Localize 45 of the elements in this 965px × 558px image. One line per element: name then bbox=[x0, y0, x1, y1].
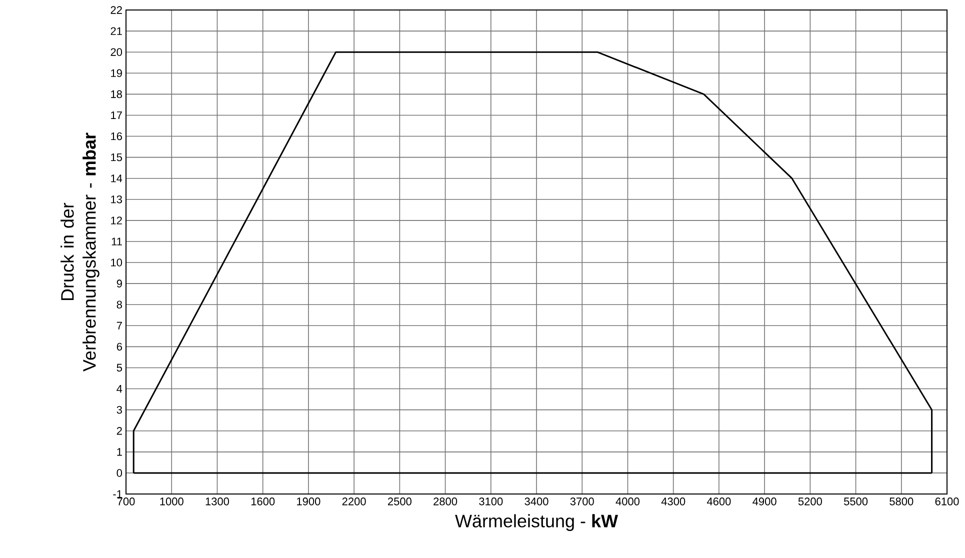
x-tick-label: 4900 bbox=[752, 498, 776, 506]
y-tick-label: 10 bbox=[111, 258, 122, 266]
y-tick-label: 9 bbox=[116, 280, 122, 288]
x-tick-label: 3400 bbox=[524, 498, 548, 506]
x-tick-label: 5800 bbox=[890, 498, 914, 506]
y-tick-label: 15 bbox=[111, 153, 122, 162]
y-tick-label: 17 bbox=[111, 111, 122, 120]
y-tick-label: 4 bbox=[116, 385, 122, 393]
y-tick-label: 19 bbox=[111, 69, 122, 78]
y-tick-label: 20 bbox=[110, 48, 122, 56]
x-tick-label: 4000 bbox=[616, 498, 640, 506]
x-tick-label: 3700 bbox=[570, 498, 594, 506]
y-tick-label: 7 bbox=[116, 322, 122, 330]
y-tick-label: 2 bbox=[116, 427, 122, 435]
y-tick-label: 12 bbox=[111, 216, 122, 224]
y-tick-label: 8 bbox=[116, 300, 122, 309]
y-tick-label: 5 bbox=[116, 364, 122, 372]
x-tick-label: 1300 bbox=[206, 498, 230, 506]
y-tick-label: 16 bbox=[111, 132, 122, 140]
x-tick-label: 5200 bbox=[798, 498, 822, 506]
x-tick-label: 2500 bbox=[388, 498, 412, 506]
y-tick-label: 1 bbox=[117, 448, 122, 456]
y-tick-label: 6 bbox=[116, 342, 122, 351]
x-tick-label: 3100 bbox=[479, 498, 503, 506]
x-tick-label: 1900 bbox=[297, 498, 320, 506]
y-tick-label: -1 bbox=[113, 490, 122, 498]
y-tick-label: 21 bbox=[110, 27, 122, 35]
x-tick-label: 6100 bbox=[935, 498, 959, 506]
y-tick-label: 0 bbox=[116, 469, 122, 477]
y-axis-title: Druck in der Verbrennungskammer - mbar bbox=[60, 132, 100, 372]
y-tick-label: 22 bbox=[110, 6, 122, 14]
x-tick-label: 1000 bbox=[160, 498, 184, 506]
y-tick-label: 14 bbox=[111, 174, 122, 182]
x-tick-label: 2800 bbox=[434, 498, 458, 506]
x-tick-label: 4300 bbox=[661, 498, 686, 506]
x-tick-label: 5500 bbox=[844, 498, 868, 506]
y-tick-label: 18 bbox=[111, 90, 122, 98]
y-tick-label: 11 bbox=[112, 238, 122, 246]
x-tick-label: 2200 bbox=[342, 498, 366, 506]
y-tick-label: 3 bbox=[116, 406, 122, 414]
x-tick-label: 700 bbox=[117, 498, 135, 506]
x-axis-title: Wärmeleistung - kW bbox=[455, 514, 618, 531]
x-tick-label: 4600 bbox=[706, 498, 731, 506]
x-tick-label: 1600 bbox=[251, 498, 275, 506]
y-tick-label: 13 bbox=[111, 196, 122, 204]
